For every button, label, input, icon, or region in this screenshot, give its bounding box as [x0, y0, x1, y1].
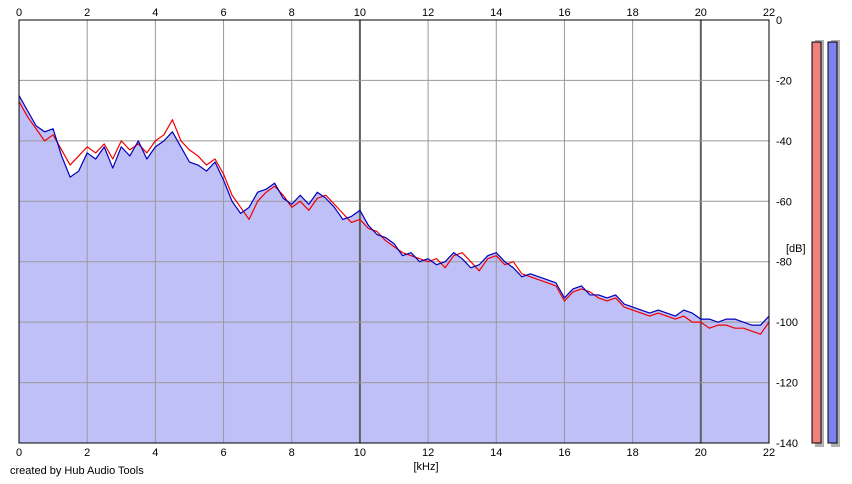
x-tick-label-top: 12: [422, 7, 434, 19]
y-tick-label: -80: [776, 257, 792, 269]
x-tick-label-bottom: 0: [16, 447, 22, 459]
y-tick-label: -120: [776, 378, 798, 390]
y-tick-label: -100: [776, 317, 798, 329]
meter-bar-blue: [827, 41, 838, 444]
y-tick-label: -20: [776, 75, 792, 87]
x-tick-label-bottom: 10: [354, 447, 366, 459]
line-layer: [18, 95, 770, 335]
spectrum-fill-area: [19, 95, 769, 443]
x-axis-label: [kHz]: [413, 461, 438, 473]
x-tick-label-bottom: 2: [84, 447, 90, 459]
x-tick-label-bottom: 16: [558, 447, 570, 459]
area-layer: [19, 95, 769, 443]
series-line-red: [18, 101, 770, 335]
y-tick-label: -40: [776, 136, 792, 148]
x-tick-label-bottom: 4: [152, 447, 158, 459]
meter-bar-red: [811, 41, 822, 444]
x-tick-label-top: 4: [152, 7, 158, 19]
x-tick-label-top: 8: [289, 7, 295, 19]
x-tick-label-bottom: 12: [422, 447, 434, 459]
x-tick-label-top: 0: [16, 7, 22, 19]
level-meters: [811, 40, 840, 447]
x-tick-label-bottom: 8: [289, 447, 295, 459]
x-tick-label-bottom: 22: [763, 447, 775, 459]
x-tick-labels-top: 0 2 4 6 8 10 12 14 16 18 20 22: [16, 7, 775, 19]
x-tick-label-top: 16: [558, 7, 570, 19]
x-tick-label-top: 20: [695, 7, 707, 19]
x-tick-label-top: 10: [354, 7, 366, 19]
plot-border: [18, 19, 770, 444]
y-tick-label: 0: [776, 15, 782, 27]
x-tick-label-top: 2: [84, 7, 90, 19]
y-tick-label: -60: [776, 196, 792, 208]
y-tick-labels: 0 -20 -40 -60 -80 -100 -120 -140: [776, 15, 798, 450]
x-tick-label-top: 6: [220, 7, 226, 19]
x-tick-label-bottom: 20: [695, 447, 707, 459]
x-tick-label-bottom: 6: [220, 447, 226, 459]
x-tick-label-bottom: 14: [490, 447, 502, 459]
x-tick-label-top: 18: [627, 7, 639, 19]
x-tick-label-top: 14: [490, 7, 502, 19]
x-tick-label-bottom: 18: [627, 447, 639, 459]
plot-frame: [18, 19, 770, 444]
y-axis-label: [dB]: [786, 243, 806, 255]
series-line-blue: [18, 95, 770, 326]
x-tick-label-top: 22: [763, 7, 775, 19]
x-tick-labels-bottom: 0 2 4 6 8 10 12 14 16 18 20 22: [16, 447, 775, 459]
credit-text: created by Hub Audio Tools: [10, 465, 144, 477]
y-tick-label: -140: [776, 438, 798, 450]
